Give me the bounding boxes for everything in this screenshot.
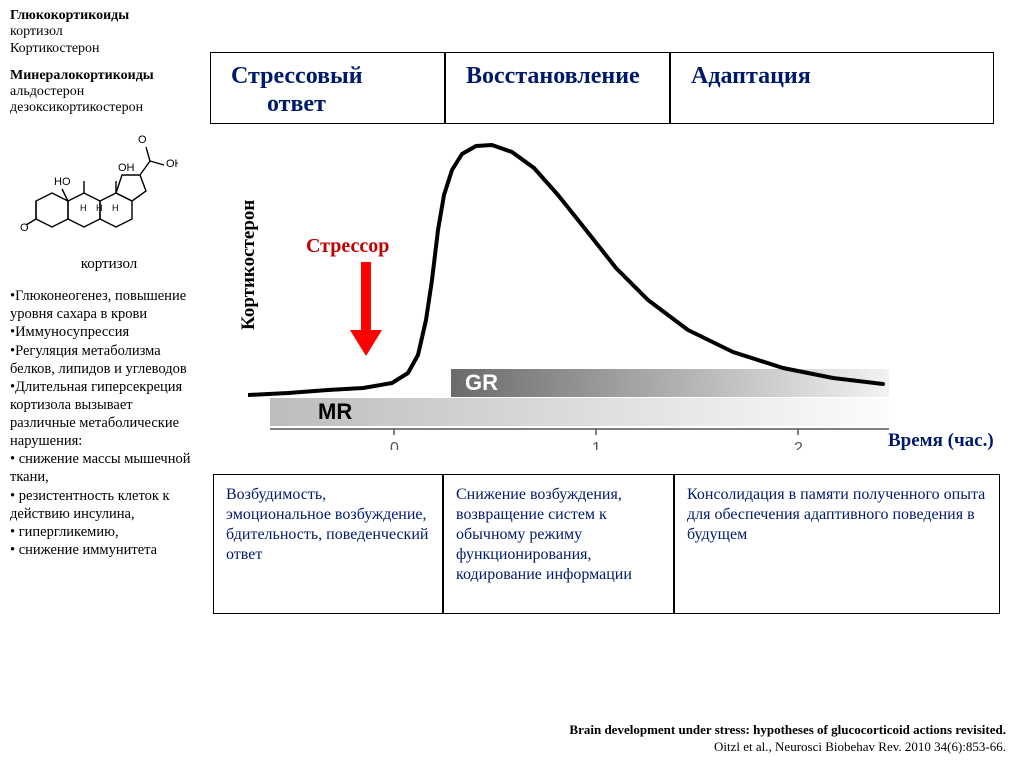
phase-recovery: Восстановление [445,52,670,124]
svg-text:1: 1 [592,440,601,450]
group-item: альдостерон [10,84,200,101]
svg-text:MR: MR [318,399,352,424]
phase-header-row: Стрессовый ответ Восстановление Адаптаци… [210,52,1010,124]
hormone-group-glucocorticoids: Глюкокортикоиды кортизол Кортикостерон [10,8,200,58]
cortisol-time-chart: Кортикостерон Стрессор Время (час.) GRMR… [248,140,1008,450]
svg-text:0: 0 [390,440,399,450]
group-item: Кортикостерон [10,41,200,58]
list-item: •Глюконеогенез, повышение уровня сахара … [10,287,200,323]
group-item: кортизол [10,24,200,41]
svg-text:OH: OH [166,158,178,170]
molecule-caption: кортизол [18,256,200,273]
cortisol-structure-icon: O HO OH O OH H H H [18,127,178,247]
citation-title: Brain development under stress: hypothes… [569,722,1006,739]
hormone-group-mineralocorticoids: Минералокортикоиды альдостерон дезоксико… [10,68,200,118]
svg-text:O: O [138,134,147,146]
svg-text:OH: OH [118,162,135,174]
group-title: Глюкокортикоиды [10,8,200,24]
effects-list: •Глюконеогенез, повышение уровня сахара … [10,287,200,559]
list-item: •Длительная гиперсекреция кортизола вызы… [10,378,200,451]
svg-text:H: H [96,203,103,213]
list-item: • гипергликемию, [10,523,200,541]
list-item: • снижение иммунитета [10,541,200,559]
chart-svg: GR MR 0 1 2 [248,140,1008,450]
citation-ref: Oitzl et al., Neurosci Biobehav Rev. 201… [569,739,1006,756]
sidebar: Глюкокортикоиды кортизол Кортикостерон М… [10,8,200,559]
group-item: дезоксикортикостерон [10,100,200,117]
citation: Brain development under stress: hypothes… [569,722,1006,756]
svg-text:HO: HO [54,176,71,188]
x-axis-label: Время (час.) [888,430,994,452]
svg-text:O: O [20,222,29,234]
svg-text:H: H [80,203,87,213]
molecule-structure: O HO OH O OH H H H кортизол [18,127,200,273]
phase-descriptions: Возбудимость, эмоциональное возбуждение,… [213,474,1000,614]
y-axis-label: Кортикостерон [238,200,260,330]
stressor-label: Стрессор [306,235,389,258]
list-item: • снижение массы мышечной ткани, [10,450,200,486]
desc-recovery: Снижение возбуждения, возвращение систем… [443,474,674,614]
svg-text:H: H [112,203,119,213]
phase-adaptation: Адаптация [670,52,994,124]
main-panel: Стрессовый ответ Восстановление Адаптаци… [210,52,1010,124]
list-item: •Иммуносупрессия [10,323,200,341]
phase-stress-response: Стрессовый ответ [210,52,445,124]
desc-stress-response: Возбудимость, эмоциональное возбуждение,… [213,474,443,614]
desc-adaptation: Консолидация в памяти полученного опыта … [674,474,1000,614]
svg-text:2: 2 [794,440,803,450]
group-title: Минералокортикоиды [10,68,200,84]
list-item: • резистентность клеток к действию инсул… [10,487,200,523]
list-item: •Регуляция метаболизма белков, липидов и… [10,342,200,378]
svg-text:GR: GR [465,370,498,395]
